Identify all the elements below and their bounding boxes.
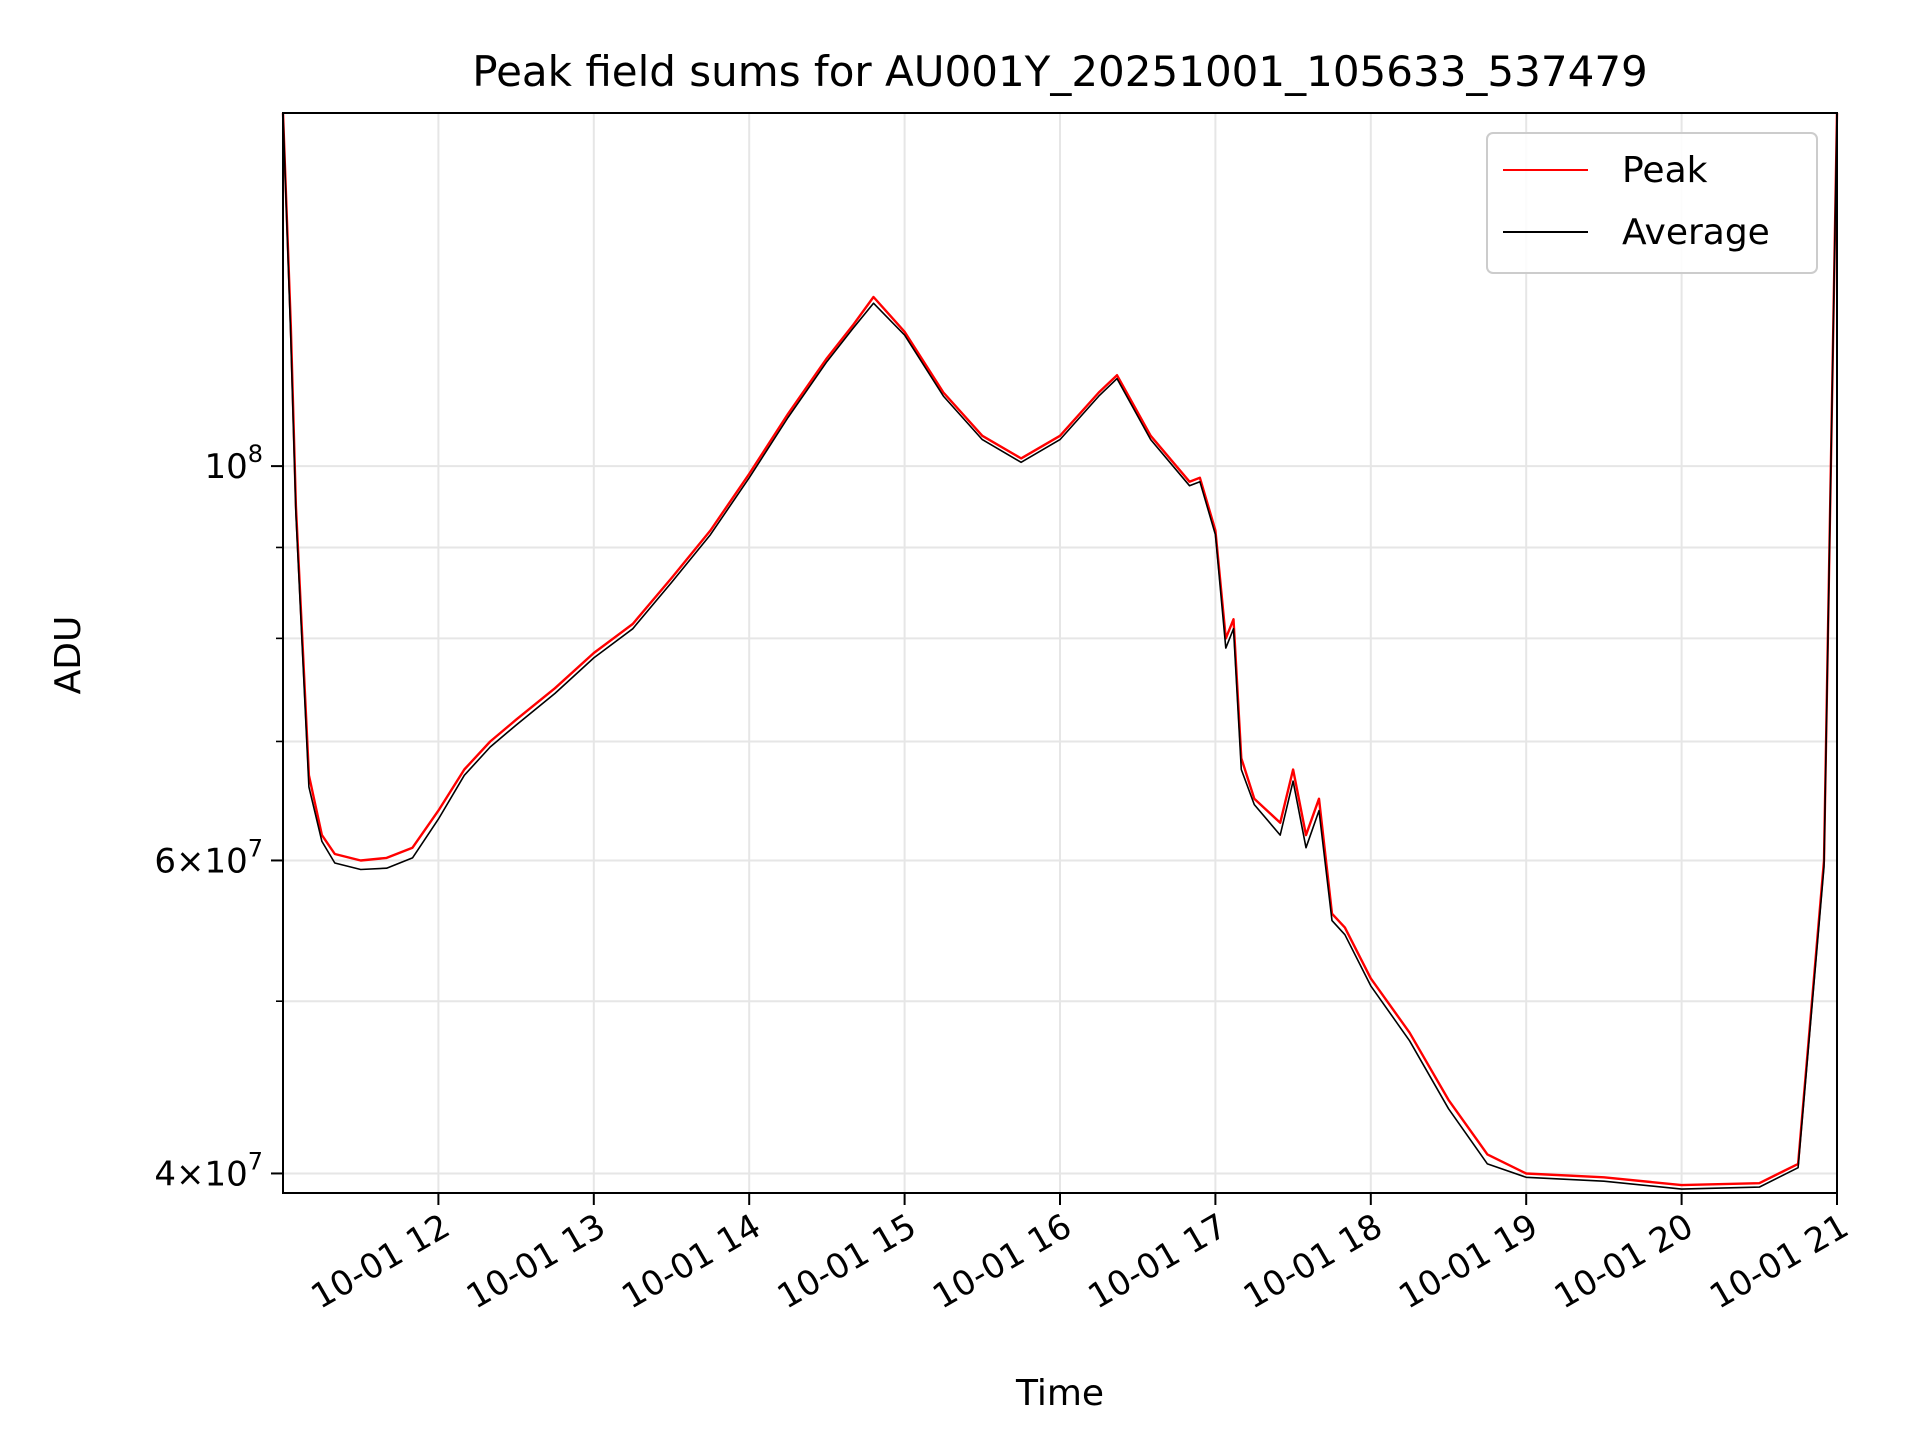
y-tick-times: × xyxy=(176,1154,205,1194)
series-line-peak xyxy=(281,112,1839,1187)
y-tick-mantissa: 4 xyxy=(154,1154,176,1194)
y-tick-mantissa: 6 xyxy=(154,841,176,881)
y-tick-exponent: 8 xyxy=(248,440,263,468)
y-tick-label: 4×107 xyxy=(154,1147,263,1194)
legend-box xyxy=(1486,132,1818,274)
y-tick-label: 108 xyxy=(204,440,263,487)
legend-label-peak: Peak xyxy=(1622,150,1708,191)
y-tick-base: 10 xyxy=(204,1154,247,1194)
legend: Peak Average xyxy=(1486,132,1818,274)
x-axis-label: Time xyxy=(1015,1373,1104,1414)
y-tick-times: × xyxy=(176,841,205,881)
series-line-average xyxy=(282,112,1838,1190)
series-group xyxy=(281,112,1839,1190)
y-tick-base: 10 xyxy=(204,841,247,881)
y-tick-exponent: 7 xyxy=(248,1147,263,1175)
chart-title: Peak field sums for AU001Y_20251001_1056… xyxy=(472,47,1648,96)
y-tick-base: 10 xyxy=(204,447,247,487)
y-tick-exponent: 7 xyxy=(248,834,263,862)
y-tick-label: 6×107 xyxy=(154,834,263,881)
legend-label-average: Average xyxy=(1622,212,1770,253)
y-axis-label: ADU xyxy=(48,616,89,695)
